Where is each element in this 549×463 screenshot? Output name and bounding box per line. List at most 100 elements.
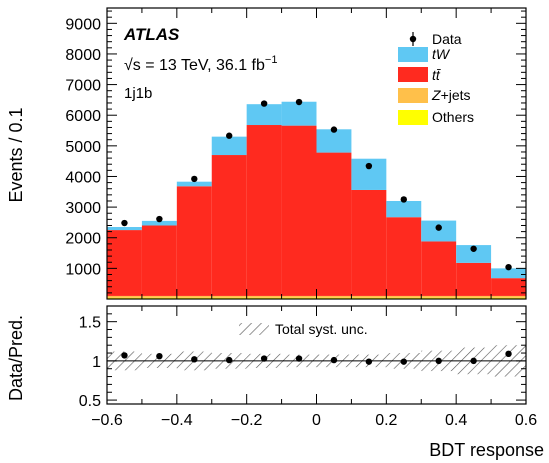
ratio-point-10 — [470, 357, 477, 365]
ratio-y-tick-label-1: 1 — [92, 354, 101, 371]
y-tick-label-2: 3000 — [65, 200, 101, 217]
y-tick-label-4: 5000 — [65, 139, 101, 156]
bar-others-bin-6 — [316, 297, 352, 299]
data-point-3 — [226, 132, 233, 139]
data-point-2 — [191, 175, 198, 183]
bar-others-bin-2 — [176, 297, 212, 299]
bar-zjets-bin-7 — [351, 295, 387, 298]
bar-zjets-bin-10 — [456, 295, 492, 298]
bar-tw-bin-10 — [456, 245, 492, 263]
legend-ttbar-tbar: t̄ — [436, 67, 441, 83]
legend-zjets-swatch — [398, 88, 428, 103]
bar-tw-bin-1 — [141, 220, 177, 226]
y-axis-label: Events / 0.1 — [6, 107, 26, 202]
y-tick-label-1: 2000 — [65, 231, 101, 248]
ratio-point-0 — [121, 352, 128, 359]
bar-others-bin-1 — [141, 297, 177, 299]
bar-ttbar-bin-8 — [386, 217, 422, 296]
y-tick-label-8: 9000 — [65, 16, 101, 33]
bar-ttbar-bin-5 — [281, 125, 317, 296]
bar-ttbar-bin-4 — [246, 125, 282, 296]
legend-zjets-label: Z+jets — [431, 87, 471, 103]
bar-tw-bin-8 — [386, 200, 422, 218]
ratio-point-2 — [191, 356, 198, 363]
legend-tw-label: tW — [432, 46, 451, 62]
energy-lumi-label: √s = 13 TeV, 36.1 fb−1 — [124, 54, 277, 74]
bar-zjets-bin-2 — [176, 295, 212, 298]
bar-zjets-bin-11 — [491, 295, 526, 298]
ratio-y-tick-label-2: 1.5 — [79, 315, 101, 332]
legend-ttbar-t: t — [432, 67, 437, 83]
legend-zjets-z: Z — [431, 87, 441, 103]
bar-tw-bin-0 — [107, 227, 142, 231]
x-tick-label-4: 0.2 — [375, 412, 397, 429]
bar-tw-bin-2 — [176, 181, 212, 187]
experiment-label: ATLAS — [123, 25, 180, 44]
bar-others-bin-10 — [456, 297, 492, 299]
ratio-point-6 — [330, 356, 338, 364]
legend: Data tW tt̄ Z+jets Others — [398, 31, 474, 125]
bar-ttbar-bin-9 — [421, 241, 457, 296]
y-tick-label-0: 1000 — [65, 261, 101, 278]
bar-others-bin-4 — [246, 297, 282, 299]
legend-tw-swatch — [398, 47, 428, 62]
bar-ttbar-bin-2 — [176, 186, 212, 296]
energy-lumi-text: √s = 13 TeV, 36.1 fb — [124, 57, 265, 74]
bar-zjets-bin-6 — [316, 295, 352, 298]
y-tick-label-3: 4000 — [65, 169, 101, 186]
bar-zjets-bin-1 — [141, 295, 177, 298]
bar-zjets-bin-0 — [107, 295, 142, 298]
data-point-1 — [156, 215, 163, 223]
legend-zjets-tail: +jets — [441, 87, 471, 103]
legend-syst-swatch — [239, 323, 269, 335]
legend-others-swatch — [398, 110, 428, 125]
x-tick-label-5: 0.4 — [445, 412, 467, 429]
ratio-y-tick-label-0: 0.5 — [79, 393, 101, 410]
data-point-8 — [400, 196, 407, 203]
bar-ttbar-bin-3 — [211, 155, 247, 296]
legend-data-marker — [409, 35, 417, 43]
bar-others-bin-7 — [351, 297, 387, 299]
bar-others-bin-5 — [281, 297, 317, 299]
x-tick-label-3: 0 — [312, 412, 321, 429]
data-point-9 — [435, 224, 442, 231]
ratio-point-8 — [400, 358, 407, 365]
y-tick-label-5: 6000 — [65, 108, 101, 125]
ratio-y-axis-label: Data/Pred. — [6, 315, 26, 401]
axis-ticks-layer — [106, 8, 527, 404]
bar-zjets-bin-9 — [421, 295, 457, 298]
bar-tw-bin-11 — [491, 268, 526, 279]
ratio-point-9 — [435, 357, 442, 365]
bar-ttbar-bin-7 — [351, 189, 387, 296]
bar-zjets-bin-5 — [281, 295, 317, 298]
stacked-bars-layer — [107, 101, 526, 299]
bar-others-bin-8 — [386, 297, 422, 299]
bar-ttbar-bin-0 — [107, 230, 142, 296]
data-point-5 — [295, 98, 303, 106]
bar-ttbar-bin-1 — [141, 225, 177, 296]
bar-others-bin-11 — [491, 297, 526, 299]
x-axis-label: BDT response — [429, 440, 544, 460]
ratio-points-layer — [121, 350, 512, 365]
ratio-point-5 — [295, 355, 303, 362]
data-points-layer — [121, 98, 512, 271]
bar-tw-bin-5 — [281, 101, 317, 126]
y-tick-label-7: 8000 — [65, 47, 101, 64]
ratio-point-1 — [156, 352, 163, 360]
data-point-11 — [505, 263, 512, 271]
bar-tw-bin-3 — [211, 136, 247, 156]
ratio-point-4 — [260, 355, 268, 362]
lumi-exponent: −1 — [265, 54, 278, 66]
bar-ttbar-bin-10 — [456, 262, 492, 296]
region-label: 1j1b — [124, 85, 152, 102]
bar-tw-bin-9 — [421, 220, 457, 242]
legend-data-label: Data — [432, 31, 462, 47]
bar-zjets-bin-8 — [386, 295, 422, 298]
legend-syst-label: Total syst. unc. — [275, 321, 368, 337]
ratio-point-7 — [365, 358, 373, 365]
legend-ttbar-label: tt̄ — [432, 67, 441, 83]
bar-others-bin-3 — [211, 297, 247, 299]
bar-tw-bin-6 — [316, 129, 352, 153]
data-point-6 — [330, 126, 338, 133]
